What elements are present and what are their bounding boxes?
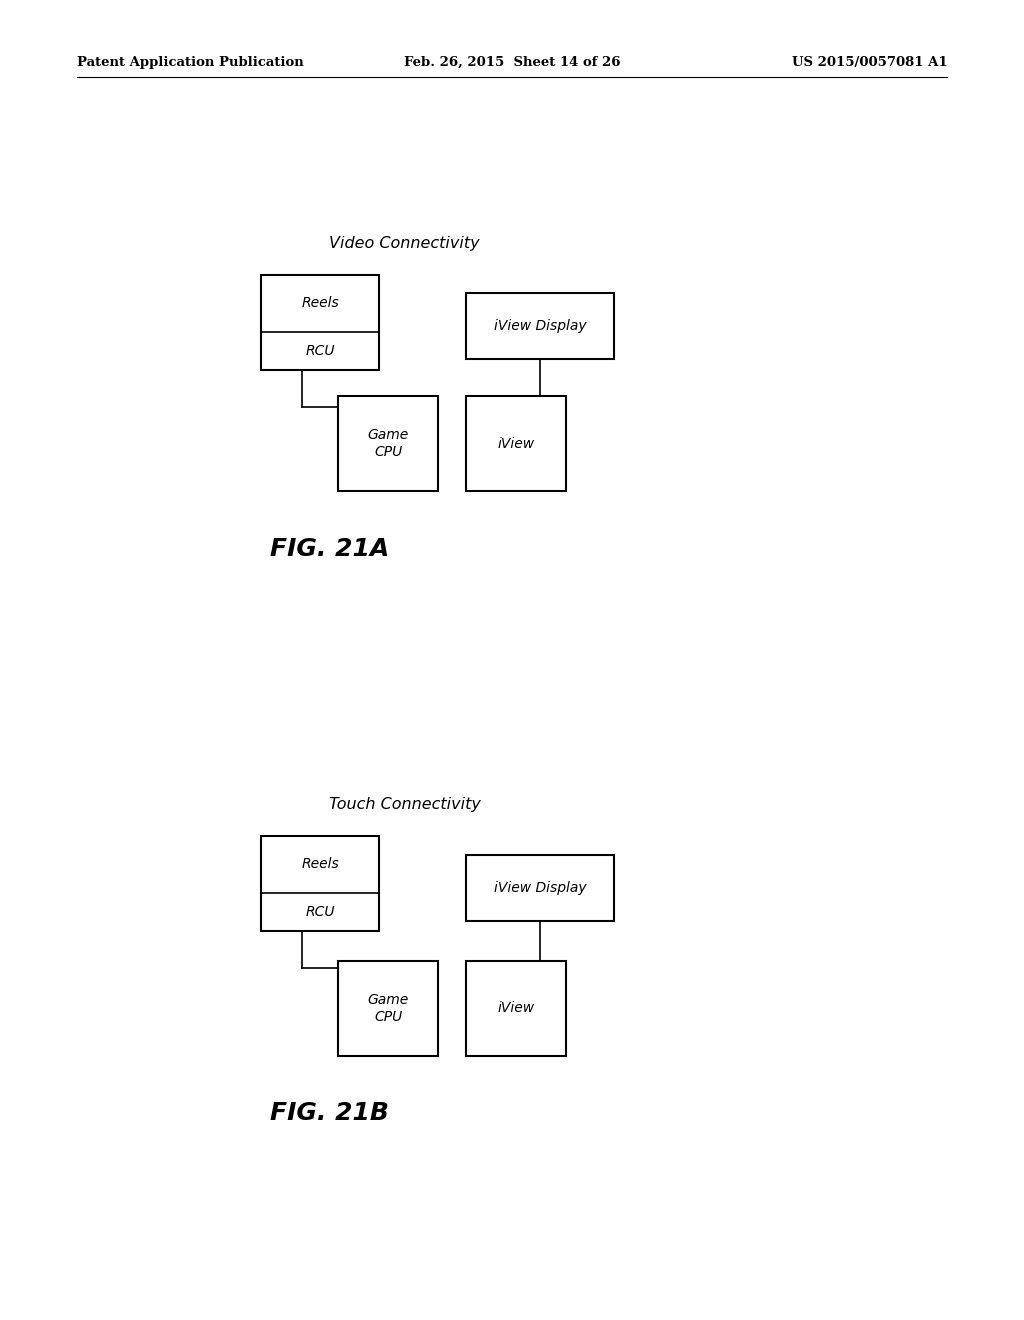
- Bar: [466, 855, 614, 921]
- Bar: [338, 396, 438, 491]
- Text: RCU: RCU: [305, 343, 335, 358]
- Text: iView: iView: [498, 1002, 535, 1015]
- Text: Reels: Reels: [301, 296, 339, 310]
- Text: Touch Connectivity: Touch Connectivity: [329, 797, 480, 812]
- Bar: [261, 275, 379, 370]
- Text: Reels: Reels: [301, 857, 339, 871]
- Text: FIG. 21A: FIG. 21A: [270, 537, 389, 561]
- Text: US 2015/0057081 A1: US 2015/0057081 A1: [792, 55, 947, 69]
- Bar: [466, 293, 614, 359]
- Text: Game
CPU: Game CPU: [368, 429, 409, 458]
- Text: iView: iView: [498, 437, 535, 450]
- Text: Patent Application Publication: Patent Application Publication: [77, 55, 303, 69]
- Bar: [466, 396, 566, 491]
- Bar: [338, 961, 438, 1056]
- Text: iView Display: iView Display: [494, 319, 587, 333]
- Text: RCU: RCU: [305, 904, 335, 919]
- Text: FIG. 21B: FIG. 21B: [270, 1101, 389, 1125]
- Text: Video Connectivity: Video Connectivity: [329, 236, 480, 251]
- Bar: [466, 961, 566, 1056]
- Text: Feb. 26, 2015  Sheet 14 of 26: Feb. 26, 2015 Sheet 14 of 26: [403, 55, 621, 69]
- Bar: [261, 836, 379, 931]
- Text: Game
CPU: Game CPU: [368, 994, 409, 1023]
- Text: iView Display: iView Display: [494, 882, 587, 895]
